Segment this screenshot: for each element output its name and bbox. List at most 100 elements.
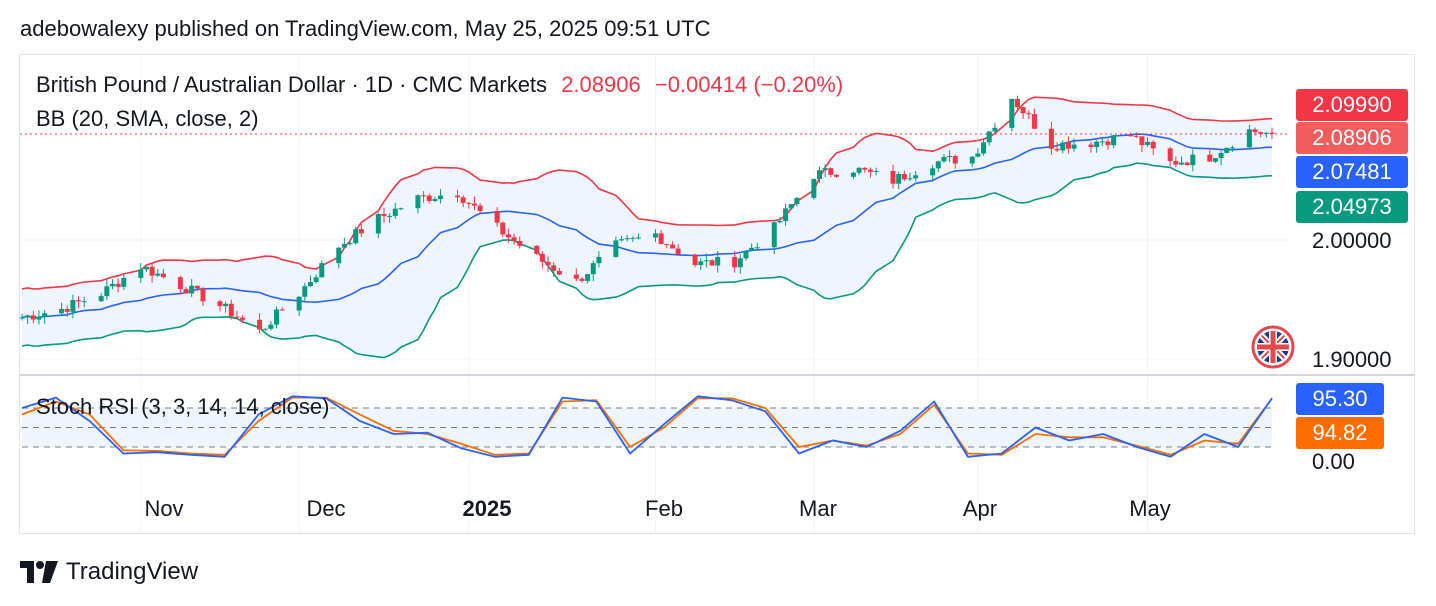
candle-body [692, 254, 698, 266]
tradingview-logo[interactable]: TradingView [20, 558, 198, 586]
candle-body [1229, 147, 1235, 149]
candle-body [703, 260, 709, 262]
candle-body [155, 273, 161, 276]
candle-body [262, 328, 268, 330]
candle-body [149, 266, 155, 276]
symbol-name[interactable]: British Pound / Australian Dollar · 1D ·… [36, 72, 548, 97]
candle-body [675, 248, 681, 255]
candle-body [1111, 135, 1117, 146]
bb-basis-tag: 2.07481 [1296, 156, 1408, 188]
candle-body [975, 153, 981, 157]
candle-body [573, 274, 579, 279]
candle-body [709, 260, 715, 266]
candle-body [833, 174, 839, 177]
last-price-tag: 2.08906 [1296, 122, 1408, 154]
candle-body [867, 169, 873, 172]
x-tick-nov: Nov [144, 496, 184, 521]
candle-body [590, 263, 596, 275]
last-price-value: 2.08906 [561, 72, 641, 97]
candle-body [347, 243, 353, 245]
uk-flag-icon[interactable] [1251, 325, 1295, 369]
candle-body [901, 174, 907, 180]
candle-body [817, 170, 823, 180]
candle-body [890, 171, 896, 184]
candle-body [992, 127, 998, 132]
candle-body [234, 316, 240, 318]
candle-body [1190, 154, 1196, 166]
candle-body [1031, 114, 1037, 129]
candle-body [279, 309, 285, 311]
candle-body [138, 269, 144, 278]
candle-body [466, 202, 472, 204]
candle-body [200, 288, 206, 302]
candle-body [777, 220, 783, 223]
candle-body [274, 309, 280, 325]
candle-body [596, 256, 602, 264]
candle-body [121, 277, 127, 287]
candle-body [189, 285, 195, 294]
candle-body [517, 240, 523, 246]
candle-body [1167, 148, 1173, 161]
chart-frame [19, 54, 1415, 534]
candle-body [613, 240, 619, 257]
candle-body [749, 247, 755, 251]
candle-body [873, 171, 879, 173]
candle-body [511, 237, 517, 241]
candle-body [986, 131, 992, 143]
stoch-band-fill [22, 408, 1272, 447]
candle-body [907, 178, 913, 180]
x-tick-2025: 2025 [462, 496, 512, 521]
candle-body [353, 229, 359, 244]
y-tick-2-00: 2.00000 [1312, 228, 1392, 253]
candle-body [913, 175, 919, 179]
candle-body [1224, 147, 1230, 153]
tradingview-wordmark: TradingView [66, 558, 199, 585]
bb-basis-line [21, 133, 1272, 319]
candle-body [1218, 152, 1224, 159]
candle-body [76, 300, 82, 302]
candle-body [1026, 113, 1032, 115]
candle-body [619, 239, 625, 241]
candle-body [1263, 132, 1269, 134]
candle-body [177, 277, 183, 290]
candle-body [1048, 128, 1054, 149]
candle-body [896, 174, 902, 184]
candle-body [1099, 141, 1105, 143]
bb-band-fill [22, 97, 1272, 358]
candle-body [421, 195, 427, 197]
candle-body [500, 222, 506, 235]
bb-lower-tag: 2.04973 [1296, 191, 1408, 223]
candle-body [81, 301, 87, 303]
candle-body [1150, 141, 1156, 149]
stoch-d-tag: 94.82 [1296, 417, 1384, 449]
candle-body [811, 179, 817, 198]
candle-body [1269, 132, 1275, 135]
bb-upper-line [21, 96, 1273, 290]
candle-body [732, 257, 738, 268]
candle-body [59, 308, 65, 314]
candle-body [715, 257, 721, 266]
candle-body [1207, 154, 1213, 162]
candle-body [1173, 160, 1179, 165]
candle-body [1009, 98, 1015, 128]
tradingview-logo-icon [20, 561, 58, 583]
candle-body [1252, 129, 1258, 133]
candle-body [1071, 144, 1077, 149]
candle-body [1184, 162, 1190, 166]
candle-body [115, 283, 121, 287]
candle-body [952, 156, 958, 164]
candle-body [545, 261, 551, 266]
y-tick-1-90: 1.90000 [1312, 347, 1392, 372]
candle-body [794, 197, 800, 205]
candle-body [341, 243, 347, 248]
candle-body [669, 244, 675, 249]
candle-body [585, 274, 591, 281]
bb-legend[interactable]: BB (20, SMA, close, 2) [36, 106, 259, 131]
candle-body [381, 214, 387, 217]
stoch-legend[interactable]: Stoch RSI (3, 3, 14, 14, close) [36, 394, 330, 419]
candle-body [624, 238, 630, 240]
candle-body [862, 167, 868, 170]
candle-body [1246, 129, 1252, 148]
x-tick-dec: Dec [306, 496, 346, 521]
